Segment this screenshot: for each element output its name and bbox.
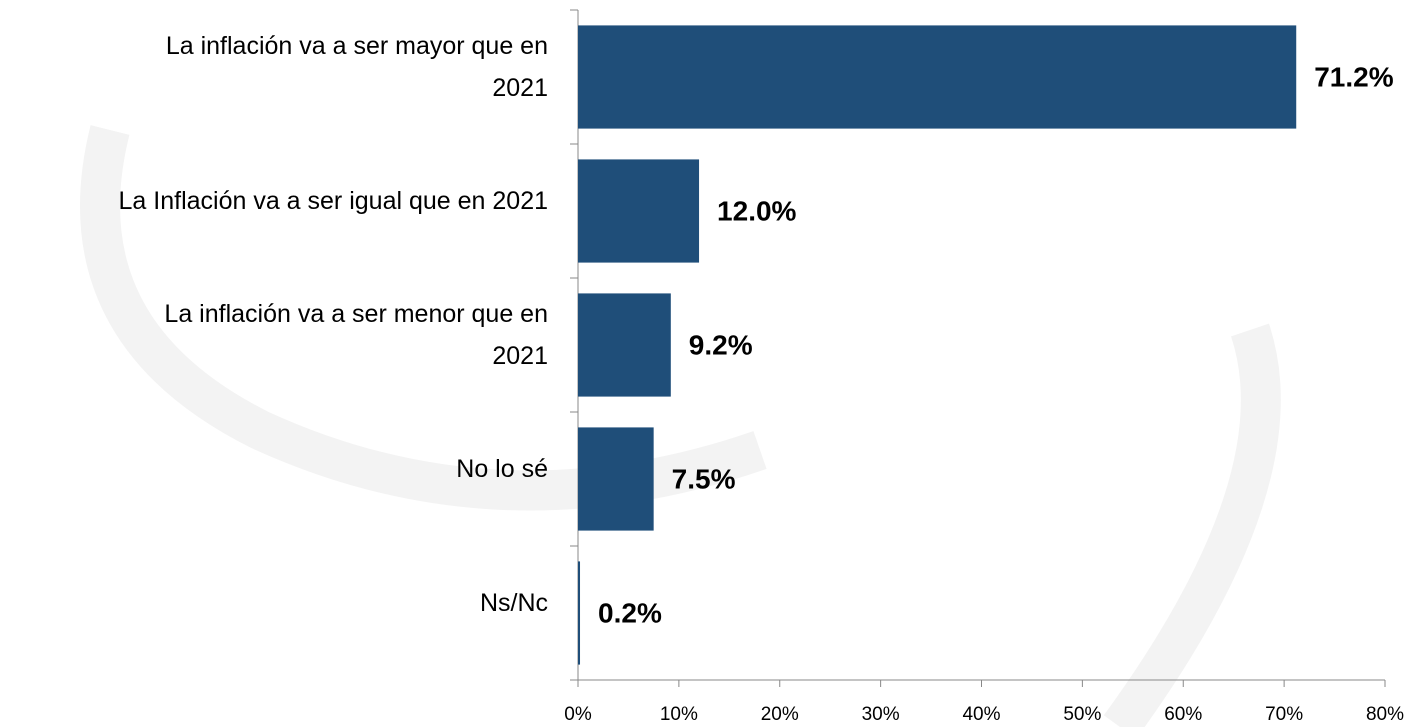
value-label: 12.0% xyxy=(717,195,796,226)
x-tick-label: 70% xyxy=(1265,704,1303,725)
bar xyxy=(578,293,671,397)
category-label: La Inflación va a ser igual que en 2021 xyxy=(118,187,548,215)
x-tick-label: 40% xyxy=(962,704,1000,725)
bar xyxy=(578,25,1297,129)
bar xyxy=(578,427,654,531)
x-tick-label: 50% xyxy=(1063,704,1101,725)
value-label: 71.2% xyxy=(1314,61,1393,92)
x-tick-label: 60% xyxy=(1164,704,1202,725)
bar xyxy=(578,159,700,263)
x-tick-label: 10% xyxy=(660,704,698,725)
bar xyxy=(578,561,581,665)
category-label: Ns/Nc xyxy=(479,589,548,617)
category-label: La inflación va a ser menor que en 2021 xyxy=(164,300,548,370)
value-label: 0.2% xyxy=(598,597,662,628)
x-tick-label: 80% xyxy=(1366,704,1404,725)
category-label: La inflación va a ser mayor que en 2021 xyxy=(165,32,548,102)
x-tick-label: 20% xyxy=(761,704,799,725)
value-label: 9.2% xyxy=(689,329,753,360)
x-tick-label: 30% xyxy=(862,704,900,725)
value-label: 7.5% xyxy=(672,463,736,494)
x-tick-label: 0% xyxy=(564,704,592,725)
category-label: No lo sé xyxy=(456,455,548,483)
